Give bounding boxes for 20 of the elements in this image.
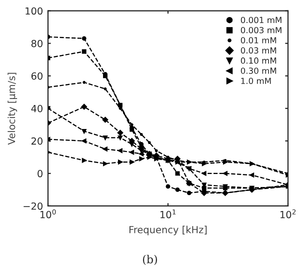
x-tick-label: 10$^{1}$ (160, 209, 176, 218)
legend-label: 0.03 mM (240, 47, 276, 54)
legend-label: 0.01 mM (240, 37, 276, 44)
x-axis-title: Frequency [kHz] (129, 226, 207, 236)
y-tick-label: 100 (26, 7, 42, 15)
y-axis-title: Velocity [µm/s] (8, 72, 18, 145)
legend-label: 0.30 mM (240, 68, 276, 74)
text: (b) (142, 254, 158, 265)
y-tick-label: −20 (24, 202, 42, 210)
y-tick-label: 80 (31, 40, 42, 48)
legend-label: 1.0 mM (241, 78, 271, 84)
y-tick-label: 0 (38, 170, 42, 178)
legend-label: 0.10 mM (240, 57, 276, 64)
x-tick-label: 10$^{0}$ (40, 209, 56, 218)
legend-label: 0.003 mM (240, 26, 282, 34)
y-tick-label: 60 (31, 72, 42, 80)
x-tick-label: 10$^{2}$ (280, 209, 296, 218)
legend-label: 0.001 mM (240, 16, 282, 24)
y-tick-label: 40 (31, 104, 42, 112)
y-tick-label: 20 (31, 137, 42, 145)
